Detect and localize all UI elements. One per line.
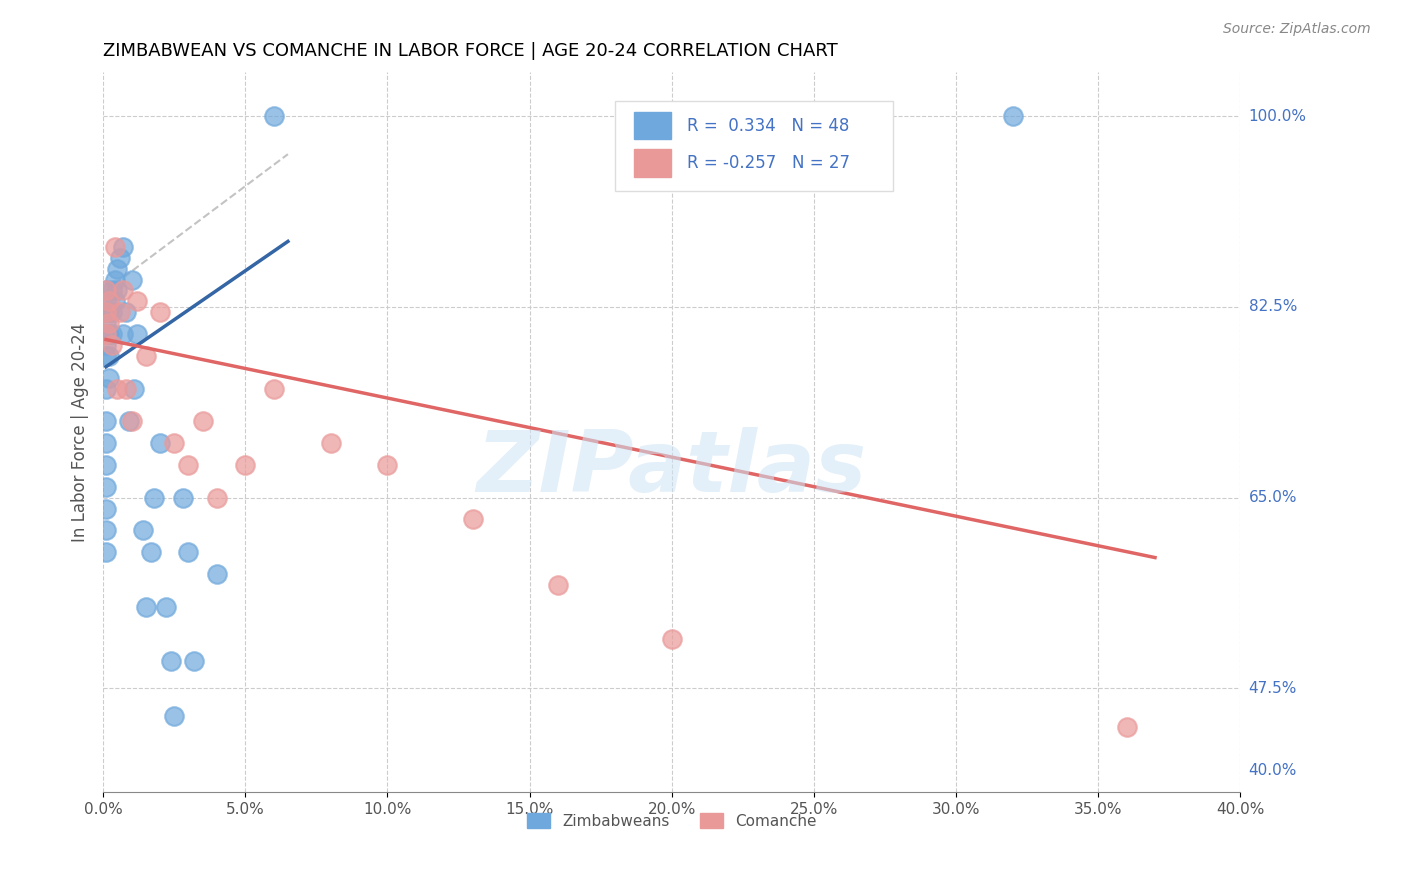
- Point: [149, 305, 172, 319]
- Point: [100, 305, 122, 319]
- Point: [112, 327, 135, 342]
- Point: [205, 491, 228, 505]
- Bar: [634, 150, 671, 177]
- Point: [163, 708, 186, 723]
- Point: [97, 316, 120, 330]
- Point: [1115, 720, 1137, 734]
- Point: [108, 251, 131, 265]
- Point: [94, 284, 117, 298]
- Point: [127, 294, 149, 309]
- Text: Source: ZipAtlas.com: Source: ZipAtlas.com: [1223, 22, 1371, 37]
- Point: [97, 370, 120, 384]
- Legend: Zimbabweans, Comanche: Zimbabweans, Comanche: [520, 806, 823, 835]
- Text: R = -0.257   N = 27: R = -0.257 N = 27: [686, 154, 849, 172]
- Point: [112, 284, 135, 298]
- Point: [100, 284, 122, 298]
- Point: [115, 305, 138, 319]
- Point: [108, 305, 131, 319]
- Point: [94, 436, 117, 450]
- Point: [94, 480, 117, 494]
- Text: ZIPatlas: ZIPatlas: [477, 426, 868, 509]
- Point: [1001, 109, 1024, 123]
- Text: 100.0%: 100.0%: [1249, 109, 1306, 123]
- Text: 40.0%: 40.0%: [1249, 763, 1296, 778]
- Point: [94, 327, 117, 342]
- Point: [105, 382, 128, 396]
- Point: [177, 458, 200, 472]
- Point: [94, 545, 117, 559]
- Point: [233, 458, 256, 472]
- Point: [319, 436, 342, 450]
- Point: [94, 284, 117, 298]
- Point: [124, 382, 146, 396]
- Point: [97, 327, 120, 342]
- Point: [103, 272, 125, 286]
- Point: [94, 414, 117, 428]
- Point: [127, 327, 149, 342]
- Point: [97, 294, 120, 309]
- Point: [132, 524, 155, 538]
- Point: [94, 349, 117, 363]
- Point: [149, 436, 172, 450]
- Point: [94, 382, 117, 396]
- Point: [112, 240, 135, 254]
- Point: [94, 294, 117, 309]
- Point: [94, 327, 117, 342]
- Point: [103, 294, 125, 309]
- Text: R =  0.334   N = 48: R = 0.334 N = 48: [686, 117, 849, 135]
- Point: [94, 305, 117, 319]
- FancyBboxPatch shape: [614, 101, 893, 191]
- Point: [100, 338, 122, 352]
- Text: 65.0%: 65.0%: [1249, 490, 1298, 505]
- Point: [141, 545, 163, 559]
- Point: [135, 349, 157, 363]
- Y-axis label: In Labor Force | Age 20-24: In Labor Force | Age 20-24: [72, 323, 89, 541]
- Point: [115, 382, 138, 396]
- Point: [105, 261, 128, 276]
- Point: [461, 512, 484, 526]
- Point: [94, 338, 117, 352]
- Point: [177, 545, 200, 559]
- Point: [121, 272, 143, 286]
- Point: [94, 524, 117, 538]
- Point: [105, 284, 128, 298]
- Text: 82.5%: 82.5%: [1249, 300, 1296, 314]
- Point: [94, 458, 117, 472]
- Point: [121, 414, 143, 428]
- Point: [94, 305, 117, 319]
- Point: [263, 109, 285, 123]
- Point: [94, 316, 117, 330]
- Point: [97, 305, 120, 319]
- Point: [100, 327, 122, 342]
- Point: [183, 654, 205, 668]
- Point: [97, 349, 120, 363]
- Point: [191, 414, 214, 428]
- Point: [205, 566, 228, 581]
- Point: [163, 436, 186, 450]
- Text: ZIMBABWEAN VS COMANCHE IN LABOR FORCE | AGE 20-24 CORRELATION CHART: ZIMBABWEAN VS COMANCHE IN LABOR FORCE | …: [103, 42, 838, 60]
- Bar: [634, 112, 671, 139]
- Point: [661, 632, 683, 647]
- Point: [135, 599, 157, 614]
- Point: [155, 599, 177, 614]
- Point: [172, 491, 194, 505]
- Point: [103, 240, 125, 254]
- Point: [160, 654, 183, 668]
- Point: [118, 414, 141, 428]
- Point: [94, 501, 117, 516]
- Point: [547, 578, 569, 592]
- Point: [263, 382, 285, 396]
- Point: [377, 458, 399, 472]
- Text: 47.5%: 47.5%: [1249, 681, 1296, 696]
- Point: [143, 491, 166, 505]
